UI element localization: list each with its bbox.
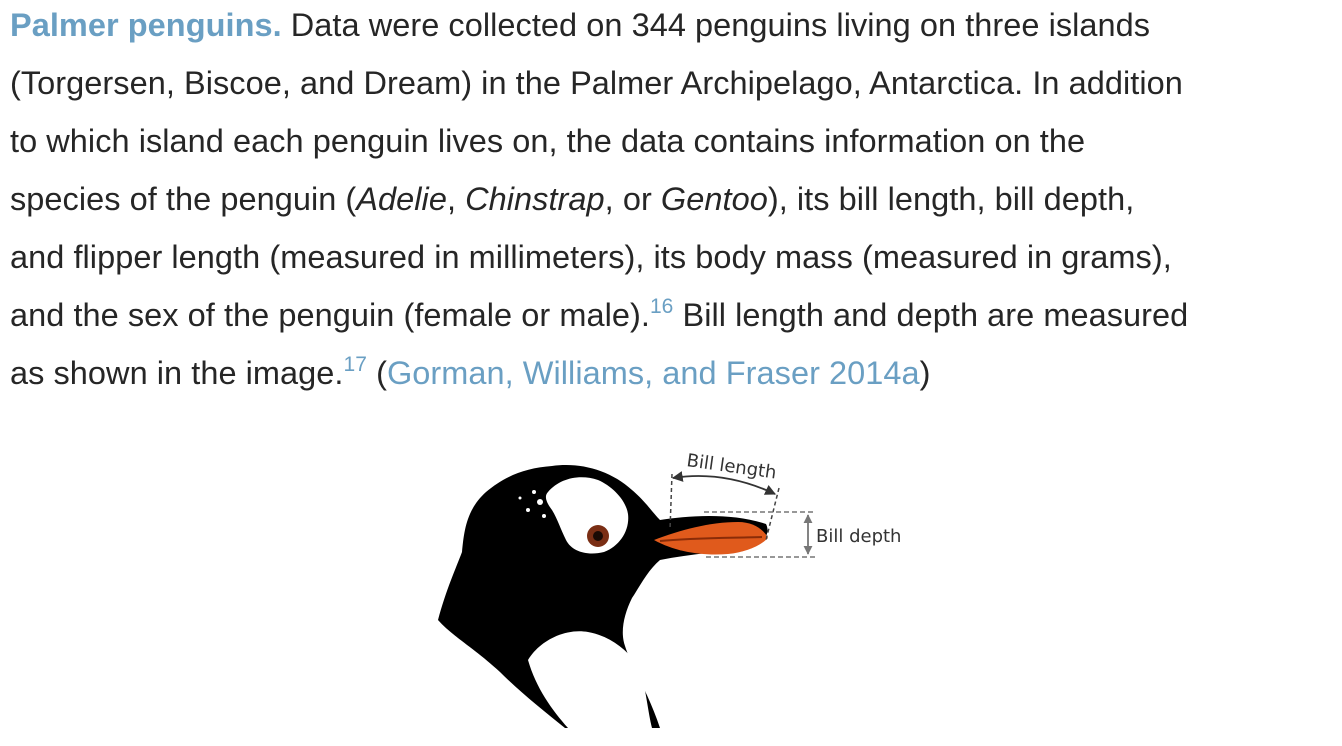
species-adelie: Adelie	[356, 181, 447, 217]
spot-shape	[532, 490, 536, 494]
caption-text: and the sex of the penguin (female or ma…	[10, 297, 650, 333]
caption-line-5: and flipper length (measured in millimet…	[10, 228, 1336, 286]
footnote-link-16[interactable]: 16	[649, 295, 674, 318]
caption-text: ), its bill length, bill depth,	[767, 181, 1135, 217]
caption-text: (Torgersen, Biscoe, and Dream) in the Pa…	[10, 65, 1183, 101]
footnote-link-17[interactable]: 17	[343, 353, 367, 376]
caption-text: (	[366, 355, 387, 391]
chest-shape	[528, 631, 652, 728]
spot-shape	[526, 508, 530, 512]
penguin-head-shape	[438, 465, 768, 728]
eye-ring-shape	[578, 522, 618, 550]
caption-line-2: (Torgersen, Biscoe, and Dream) in the Pa…	[10, 54, 1336, 112]
caption-text: Bill length and depth are measured	[673, 297, 1189, 333]
citation-link[interactable]: Gorman, Williams, and Fraser 2014a	[386, 355, 920, 391]
caption-heading: Palmer penguins.	[10, 7, 282, 43]
bill-length-label: Bill length	[685, 450, 777, 483]
caption-text: and flipper length (measured in millimet…	[10, 239, 1172, 275]
spot-shape	[518, 496, 522, 500]
caption-text: , or	[604, 181, 661, 217]
caption-line-1: Palmer penguins. Data were collected on …	[10, 0, 1336, 54]
caption-line-7: as shown in the image.17 (Gorman, Willia…	[10, 344, 1336, 402]
caption-line-3: to which island each penguin lives on, t…	[10, 112, 1336, 170]
caption-text: to which island each penguin lives on, t…	[10, 123, 1086, 159]
bill-length-arrow	[671, 471, 776, 495]
caption-text: )	[919, 355, 931, 391]
bill-line-shape	[659, 536, 763, 542]
caption-text: Data were collected on 344 penguins livi…	[281, 7, 1151, 43]
eye-patch-shape	[545, 477, 629, 554]
caption-paragraph: Palmer penguins. Data were collected on …	[10, 0, 1336, 402]
bill-shape	[654, 522, 768, 555]
caption-text: species of the penguin (	[10, 181, 357, 217]
species-chinstrap: Chinstrap	[465, 181, 605, 217]
caption-line-6: and the sex of the penguin (female or ma…	[10, 286, 1336, 344]
eye-pupil-shape	[593, 531, 603, 541]
caption-line-4: species of the penguin (Adelie, Chinstra…	[10, 170, 1336, 228]
bill-length-guide-right	[765, 487, 780, 541]
caption-text: ,	[446, 181, 466, 217]
spot-shape	[537, 499, 543, 505]
bill-depth-label: Bill depth	[816, 526, 901, 547]
species-gentoo: Gentoo	[660, 181, 768, 217]
bill-length-guide-left	[669, 473, 673, 531]
caption-text: as shown in the image.	[10, 355, 344, 391]
eye-iris-shape	[587, 525, 609, 547]
spot-shape	[542, 514, 546, 518]
